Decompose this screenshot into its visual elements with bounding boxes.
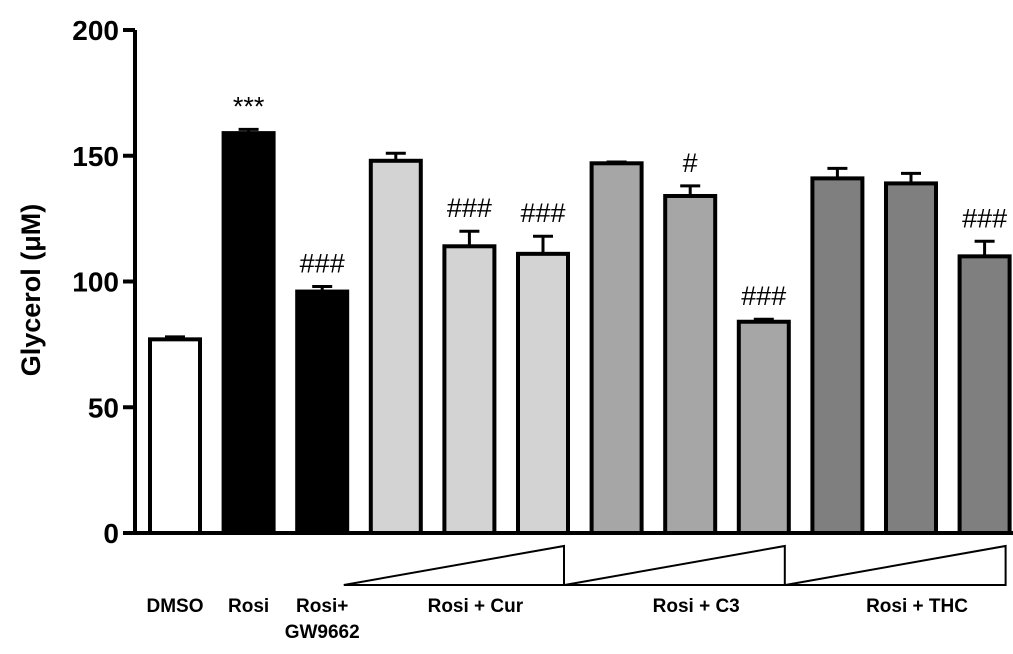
bar (295, 289, 350, 535)
significance-annotations: ***###### ########## (233, 91, 1007, 311)
category-label: Rosi + THC (866, 596, 968, 617)
category-label: DMSO (147, 596, 204, 617)
y-axis: 0 50 100 150 200 (72, 15, 1013, 549)
category-label: Rosi + Cur (428, 596, 524, 617)
category-label: Rosi+ (296, 596, 348, 617)
x-axis-labels: DMSO Rosi Rosi+ GW9662 Rosi + Cur Rosi + C3 Ro… (147, 544, 1007, 643)
bar (810, 176, 865, 535)
bar (663, 193, 718, 536)
y-tick-label: 0 (103, 518, 119, 549)
bar (442, 244, 497, 535)
significance-label: ### (962, 203, 1007, 233)
bar (148, 337, 202, 535)
bar (516, 251, 570, 536)
y-axis-label: Glycerol (μM) (16, 204, 46, 377)
significance-label: # (683, 148, 698, 178)
dose-ramp (564, 544, 786, 586)
bar (368, 158, 423, 535)
bar (736, 319, 791, 535)
bar (221, 131, 276, 536)
significance-label: ### (520, 198, 565, 228)
y-tick-label: 200 (72, 15, 119, 46)
category-label: Rosi (228, 596, 269, 617)
y-tick-label: 50 (88, 392, 119, 423)
significance-label: *** (233, 91, 265, 121)
y-tick-label: 100 (72, 267, 119, 298)
dose-ramp (785, 544, 1007, 586)
bar (589, 161, 644, 535)
significance-label: ### (447, 193, 492, 223)
dose-ramp (343, 544, 565, 586)
significance-label: ### (300, 249, 345, 279)
category-label: Rosi + C3 (653, 596, 740, 617)
bar (884, 181, 938, 535)
bar (957, 254, 1012, 535)
significance-label: ### (741, 281, 786, 311)
y-tick-label: 150 (72, 141, 119, 172)
category-label: GW9662 (285, 622, 360, 643)
bars (148, 127, 1012, 536)
